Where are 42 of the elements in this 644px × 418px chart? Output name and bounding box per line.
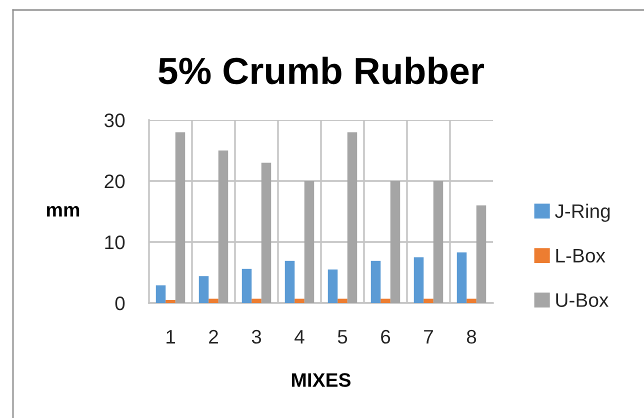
x-tick-label: 1 bbox=[166, 330, 175, 344]
chart-title: 5% Crumb Rubber bbox=[158, 56, 484, 84]
bar bbox=[424, 298, 434, 303]
x-tick-label: 3 bbox=[252, 330, 262, 344]
x-tick-label: 7 bbox=[424, 330, 433, 344]
legend-label: U-Box bbox=[556, 293, 609, 307]
bar bbox=[166, 300, 176, 303]
x-tick-label: 5 bbox=[338, 330, 348, 344]
bar bbox=[242, 268, 252, 303]
x-tick-label: 2 bbox=[209, 330, 218, 344]
bar bbox=[338, 298, 348, 303]
y-tick-label: 0 bbox=[115, 296, 125, 310]
y-tick-label: 20 bbox=[104, 174, 125, 188]
x-axis-title: MIXES bbox=[292, 373, 350, 387]
bar bbox=[390, 181, 400, 303]
bar bbox=[347, 132, 358, 303]
x-tick-label: 8 bbox=[466, 330, 476, 344]
y-tick-label: 10 bbox=[105, 235, 125, 250]
bar bbox=[208, 298, 218, 303]
y-axis-title: mm bbox=[46, 206, 80, 217]
bar bbox=[328, 269, 338, 303]
bar bbox=[198, 276, 209, 303]
bar bbox=[156, 285, 166, 303]
bar bbox=[466, 298, 476, 303]
y-tick-label: 30 bbox=[104, 113, 125, 128]
bar bbox=[414, 257, 424, 303]
bar bbox=[175, 132, 186, 303]
bar bbox=[380, 298, 390, 303]
bar bbox=[252, 298, 262, 303]
bar bbox=[284, 260, 295, 303]
bar bbox=[261, 162, 272, 303]
bar bbox=[304, 181, 314, 303]
legend-label: L-Box bbox=[556, 248, 606, 263]
x-tick-label: 4 bbox=[294, 330, 304, 344]
bar bbox=[294, 298, 304, 303]
bar bbox=[218, 150, 228, 303]
bar bbox=[370, 260, 381, 303]
bar bbox=[456, 252, 467, 303]
x-tick-label: 6 bbox=[381, 330, 390, 344]
legend-label: J-Ring bbox=[555, 204, 610, 222]
bar bbox=[433, 181, 444, 303]
bar bbox=[476, 205, 486, 303]
